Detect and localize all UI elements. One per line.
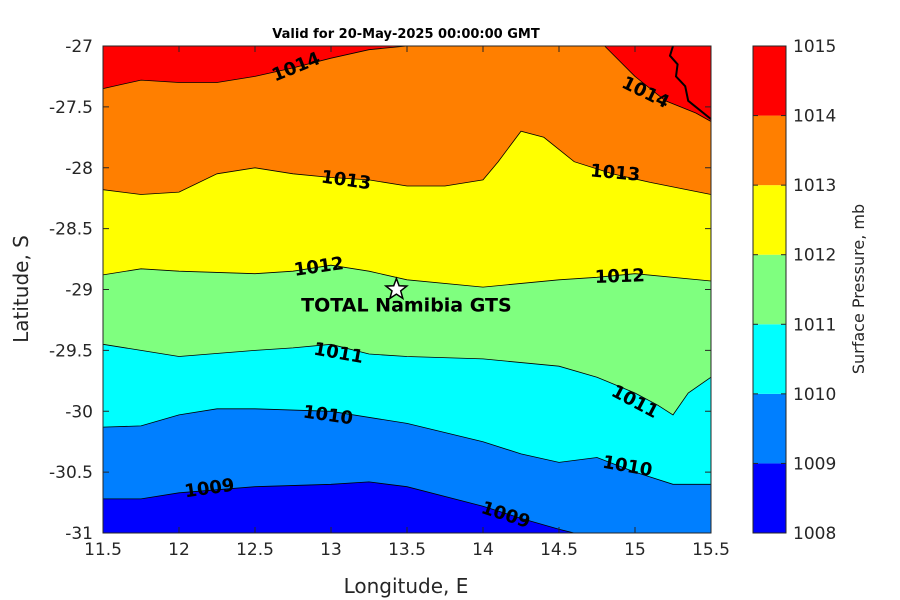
colorbar-label: Surface Pressure, mb [849,204,868,374]
colorbar-swatch-1011 [753,254,786,325]
x-tick-label: 12.5 [236,540,274,560]
colorbar-tick-label: 1008 [793,524,836,544]
contour-line-1014 [102,45,408,89]
contour-line-1009 [103,481,575,534]
y-tick-label: -31 [65,524,93,544]
y-tick-label: -27 [65,37,93,57]
site-star-icon [383,276,409,301]
plot-area [103,46,711,533]
contour-label-1013: 1013 [589,160,641,185]
colorbar-tick-label: 1009 [793,454,836,474]
colorbar-tick-label: 1014 [793,107,836,127]
colorbar-swatch-1012 [753,185,786,255]
x-tick-label: 13 [320,540,342,560]
colorbar-swatch-1014 [753,46,786,116]
x-axis-label: Longitude, E [344,574,469,598]
chart-title: Valid for 20-May-2025 00:00:00 GMT [272,27,540,42]
site-label: TOTAL Namibia GTS [301,295,512,317]
contour-label-1012: 1012 [594,265,645,288]
contour-line-1014 [604,45,712,122]
colorbar: 1015 1014 1013 1012 1011 1010 1009 1008 [752,37,836,544]
coastline [668,45,712,120]
colorbar-tick-label: 1013 [793,176,836,196]
colorbar-tick-label: 1010 [793,385,836,405]
band-1008-1009 [103,481,575,533]
colorbar-swatch-1013 [753,115,786,186]
colorbar-tick-label: 1011 [793,315,836,335]
x-tick-label: 14.5 [540,540,578,560]
y-tick-label: -28 [65,159,93,179]
contour-line-1010 [102,408,711,485]
contour-line-1011 [102,343,712,416]
colorbar-swatch-1009 [753,393,786,464]
contour-line-1013 [102,130,712,195]
y-tick-label: -29.5 [49,341,93,361]
y-tick-label: -30.5 [49,463,93,483]
y-tick-label: -29 [65,281,93,301]
y-tick-label: -30 [65,402,93,422]
colorbar-tick-label: 1015 [793,37,836,57]
y-tick-label: -28.5 [49,220,93,240]
x-tick-label: 15.5 [692,540,730,560]
contour-lines [102,45,712,534]
coastline-line [668,45,712,120]
x-tick-label: 15 [624,540,646,560]
x-tick-label: 12 [168,540,190,560]
axes: 11.5 12 12.5 13 13.5 14 14.5 15 15.5 -27 -27.5 -28 -… [49,37,730,560]
colorbar-swatch-1010 [753,324,786,394]
site-marker: TOTAL Namibia GTS [301,276,512,317]
contour-line-1012 [102,264,712,288]
colorbar-swatch-1008 [753,463,786,533]
x-tick-label: 11.5 [84,540,122,560]
x-tick-label: 13.5 [388,540,426,560]
colorbar-box [752,45,787,534]
colorbar-tick-label: 1012 [793,246,836,266]
x-tick-label: 14 [472,540,494,560]
y-tick-label: -27.5 [49,98,93,118]
y-axis-label: Latitude, S [9,235,33,343]
